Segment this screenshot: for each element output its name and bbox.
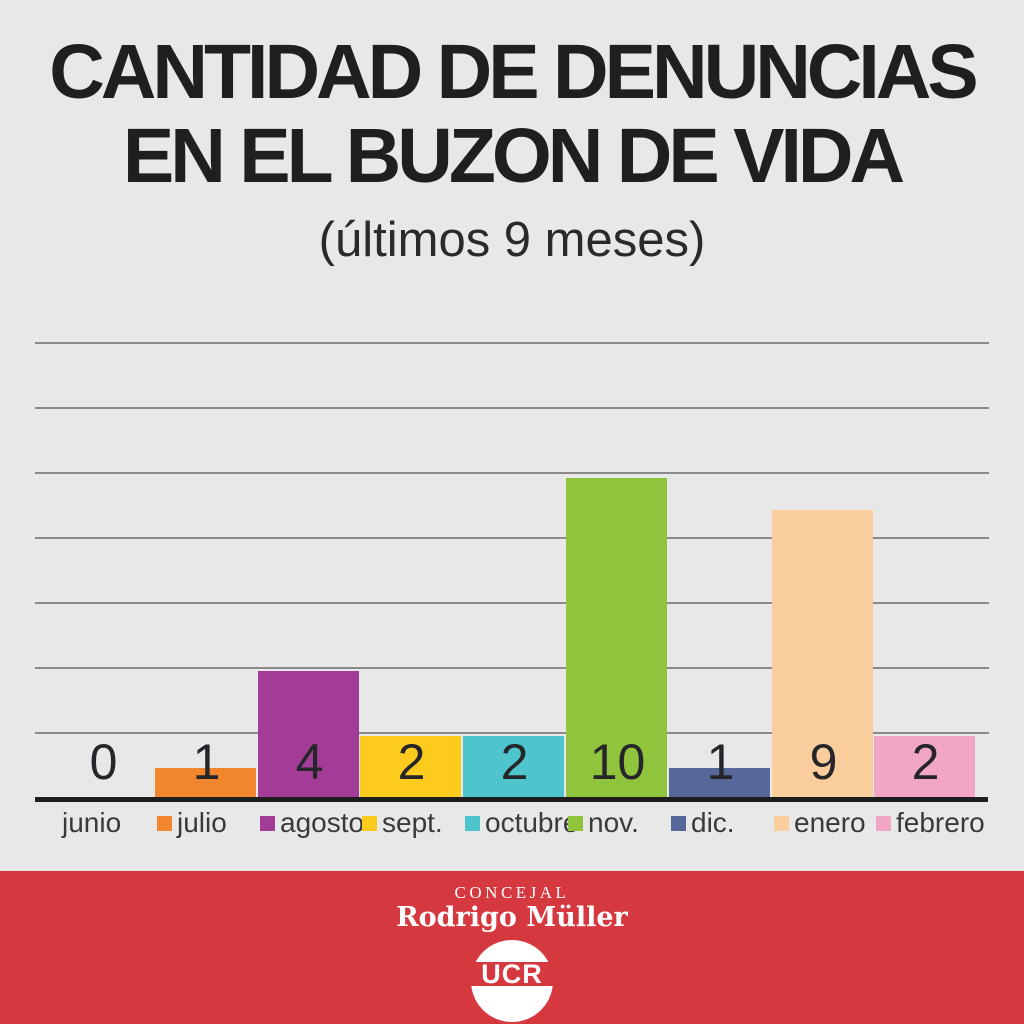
value-label-febrero: 2 [911, 734, 940, 790]
chart-subtitle: (últimos 9 meses) [318, 213, 706, 267]
gridline-y14 [35, 342, 989, 344]
chart-title-line2: EN EL BUZON DE VIDA [122, 113, 905, 199]
value-label-octubre: 2 [500, 734, 529, 790]
legend-label-febrero: febrero [896, 807, 985, 838]
gridline-y4 [35, 667, 989, 669]
bar-octubre [463, 736, 564, 797]
legend-swatch-enero [774, 815, 789, 831]
legend-swatch-dic [671, 815, 686, 831]
value-label-julio: 1 [192, 734, 221, 790]
value-label-enero: 9 [809, 734, 838, 790]
legend-item-sept: sept. [362, 807, 443, 838]
bar-enero [772, 510, 873, 797]
ucr-logo-text: UCR [481, 959, 543, 989]
gridline-y8 [35, 537, 989, 539]
legend-item-agosto: agosto [260, 807, 365, 838]
bar-dic [669, 768, 770, 797]
bar-nov [566, 478, 667, 797]
legend-label-junio: junio [62, 807, 122, 838]
legend-swatch-sept [362, 815, 377, 831]
footer-role: CONCEJAL [454, 883, 570, 902]
legend-swatch-febrero [876, 815, 891, 831]
value-label-dic: 1 [706, 734, 735, 790]
legend-item-junio: junio [62, 807, 122, 838]
legend-label-nov: nov. [588, 807, 639, 838]
legend-swatch-nov [568, 815, 583, 831]
legend-item-nov: nov. [568, 807, 639, 838]
bar-sept [360, 736, 461, 797]
legend-label-agosto: agosto [280, 807, 365, 838]
bar-julio [155, 768, 256, 797]
legend-label-enero: enero [794, 807, 866, 838]
value-label-junio: 0 [89, 734, 118, 790]
value-label-agosto: 4 [295, 734, 324, 790]
legend-label-sept: sept. [382, 807, 443, 838]
gridline-y2 [35, 732, 989, 734]
chart-title-line1: CANTIDAD DE DENUNCIAS [49, 29, 979, 115]
ucr-logo-band: UCR [465, 959, 559, 989]
legend-swatch-agosto [260, 815, 275, 831]
gridline-y10 [35, 472, 989, 474]
chart-title: CANTIDAD DE DENUNCIAS EN EL BUZON DE VID… [0, 30, 1024, 198]
legend-item-febrero: febrero [876, 807, 985, 838]
legend-swatch-julio [157, 815, 172, 831]
legend-label-dic: dic. [691, 807, 735, 838]
gridline-y6 [35, 602, 989, 604]
legend-item-dic: dic. [671, 807, 735, 838]
legend-label-octubre: octubre [485, 807, 579, 838]
legend-item-julio: julio [157, 807, 227, 838]
ucr-logo: UCR [465, 940, 559, 1022]
gridline-y12 [35, 407, 989, 409]
bar-agosto [258, 671, 359, 797]
legend-label-julio: julio [177, 807, 227, 838]
value-label-nov: 10 [589, 734, 646, 790]
bar-febrero [874, 736, 975, 797]
legend-swatch-octubre [465, 815, 480, 831]
legend-item-octubre: octubre [465, 807, 579, 838]
x-axis-line [35, 797, 988, 802]
legend-item-enero: enero [774, 807, 866, 838]
footer-name: Rodrigo Müller [396, 902, 628, 933]
value-label-sept: 2 [397, 734, 426, 790]
